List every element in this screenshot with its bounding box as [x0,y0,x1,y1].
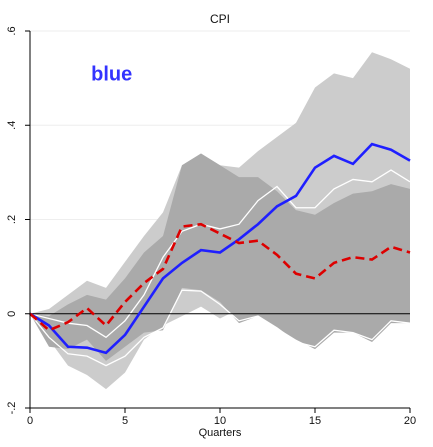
y-tick-label-4: .6 [6,26,18,35]
x-tick-label-0: 0 [27,415,33,427]
y-tick-label-2: .2 [6,215,18,224]
chart-title: CPI [210,12,230,26]
band-lower-edge [29,289,411,367]
x-tick-label-1: 5 [122,415,128,427]
y-tick-label-0: -.2 [6,402,18,415]
y-tick-label-3: .4 [6,121,18,130]
confidence-bands [29,52,411,390]
inner-confidence-band [30,153,410,361]
band-upper-edge [29,169,411,339]
axes: 0 5 10 15 20 -.2 0 .2 .4 .6 [6,26,416,427]
x-tick-label-2: 10 [214,415,226,427]
series-lines [29,142,411,355]
x-tick-label-4: 20 [404,415,416,427]
x-axis-title: Quarters [199,427,242,439]
y-tick-label-1: 0 [6,311,18,317]
red-dashed-line [29,222,411,332]
x-tick-label-3: 15 [309,415,321,427]
annotation-label: blue [91,63,132,85]
blue-solid-line [29,142,411,355]
